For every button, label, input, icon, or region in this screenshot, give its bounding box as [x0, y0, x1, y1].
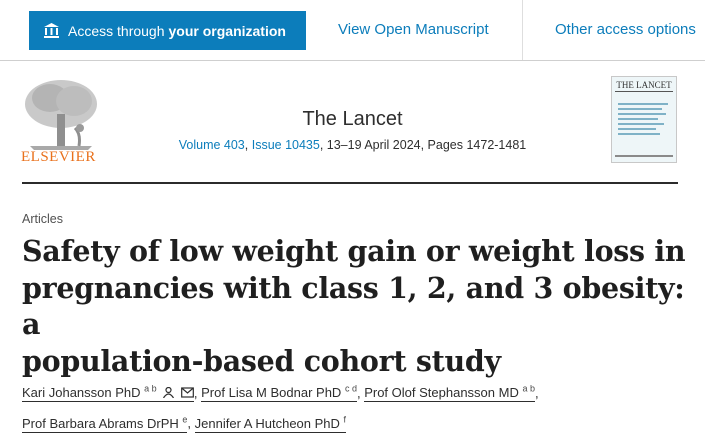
access-bar-rule: [0, 60, 705, 61]
journal-issue-info: Volume 403, Issue 10435, 13–19 April 202…: [178, 138, 527, 152]
author-link[interactable]: Kari Johansson PhD a b: [22, 384, 194, 403]
institution-icon: [44, 23, 59, 38]
person-icon: [163, 387, 175, 399]
mail-icon: [181, 387, 194, 398]
cover-text-line: [618, 118, 658, 120]
volume-link[interactable]: Volume 403: [178, 138, 245, 152]
author-affiliation: c d: [344, 384, 357, 394]
article-title: Safety of low weight gain or weight loss…: [22, 233, 692, 379]
cover-title: THE LANCET: [616, 80, 672, 90]
cover-footer-rule: [615, 155, 673, 157]
elsevier-tree-logo[interactable]: [20, 76, 102, 166]
journal-cover-thumbnail[interactable]: THE LANCET: [611, 76, 677, 163]
access-organization-prefix: Access through: [68, 22, 165, 39]
article-section-label: Articles: [22, 212, 63, 226]
article-title-line: pregnancies with class 1, 2, and 3 obesi…: [22, 270, 685, 342]
author-link[interactable]: Prof Olof Stephansson MD a b: [364, 384, 535, 403]
cover-text-line: [618, 133, 660, 135]
cover-text-line: [618, 113, 666, 115]
author-name: Kari Johansson PhD: [22, 385, 141, 401]
access-organization-bold: your organization: [168, 22, 286, 39]
journal-title[interactable]: The Lancet: [302, 108, 403, 130]
author-affiliation: a b: [522, 384, 535, 394]
author-affiliation: f: [343, 414, 347, 425]
article-title-line: population-based cohort study: [22, 343, 501, 378]
cover-text-line: [618, 108, 662, 110]
header-rule: [22, 182, 678, 184]
author-link[interactable]: Jennifer A Hutcheon PhD f: [194, 414, 347, 433]
author-name: Prof Lisa M Bodnar PhD: [201, 385, 342, 401]
issue-link[interactable]: Issue 10435: [251, 138, 320, 152]
view-open-manuscript-link[interactable]: View Open Manuscript: [338, 21, 489, 38]
access-divider: [522, 0, 523, 60]
cover-rule: [615, 91, 673, 92]
author-affiliation: e: [182, 414, 188, 425]
author-affiliation: a b: [144, 384, 157, 394]
issue-details: , 13–19 April 2024, Pages 1472-1481: [319, 138, 527, 152]
other-access-options-link[interactable]: Other access options: [555, 21, 696, 38]
author-link[interactable]: Prof Barbara Abrams DrPH e: [22, 414, 188, 433]
cover-text-line: [618, 103, 668, 105]
author-link[interactable]: Prof Lisa M Bodnar PhD c d: [201, 384, 357, 403]
access-organization-button[interactable]: Access through your organization: [29, 11, 306, 50]
author-name: Jennifer A Hutcheon PhD: [194, 415, 340, 431]
author-list: Kari Johansson PhD a b , Prof Lisa M Bod…: [22, 384, 539, 433]
article-title-line: Safety of low weight gain or weight loss…: [22, 234, 686, 268]
elsevier-wordmark: ELSEVIER: [21, 149, 96, 165]
author-name: Prof Olof Stephansson MD: [364, 385, 519, 401]
cover-text-line: [618, 123, 664, 125]
access-bar: Access through your organization View Op…: [0, 0, 705, 60]
author-name: Prof Barbara Abrams DrPH: [22, 415, 179, 431]
cover-text-line: [618, 128, 656, 130]
